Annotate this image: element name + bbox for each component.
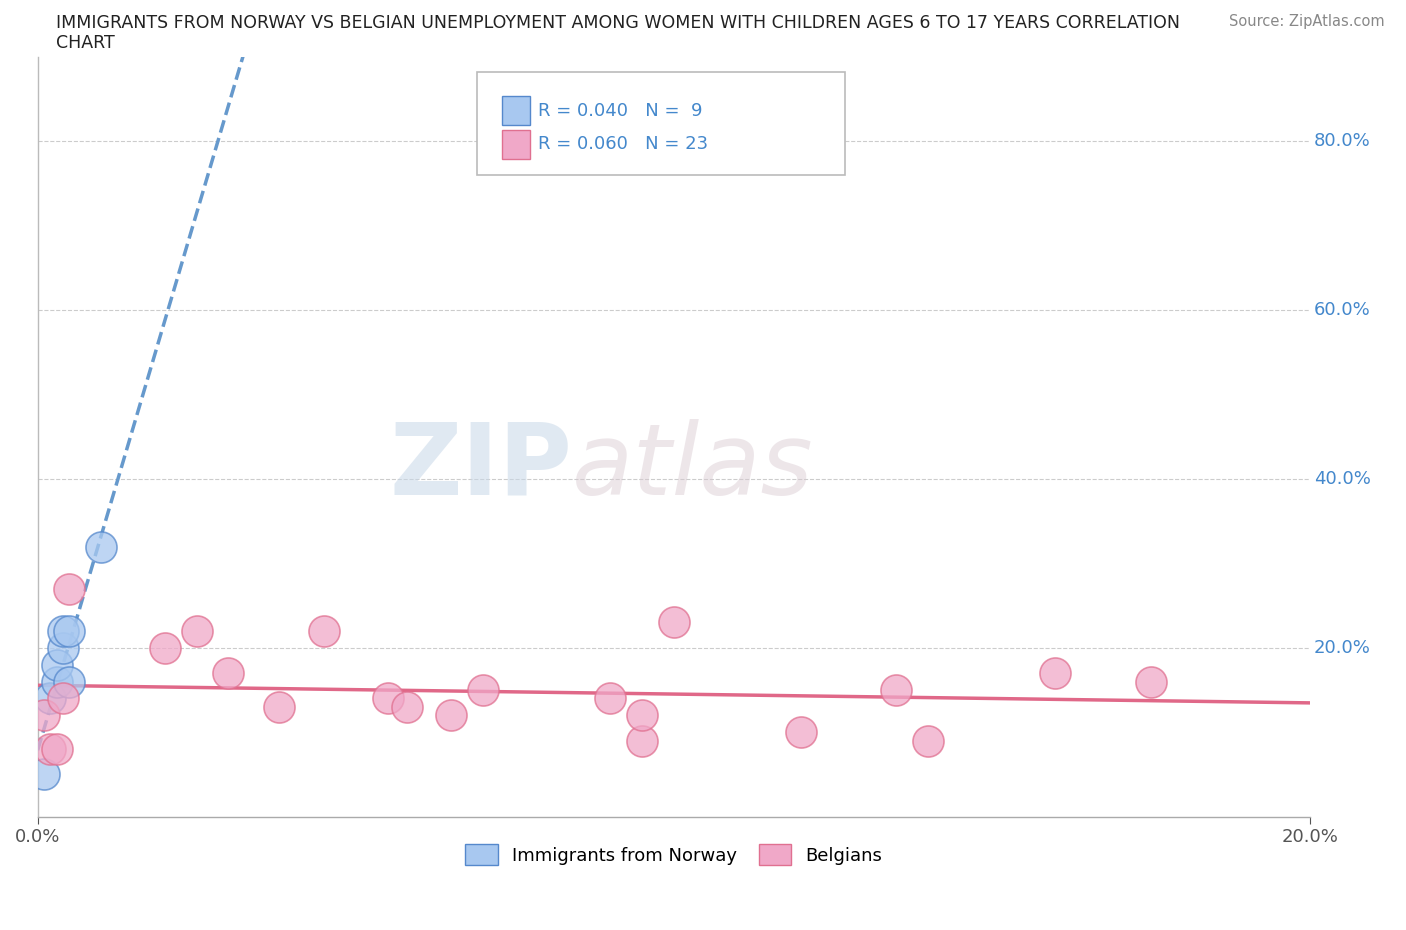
Point xyxy=(377,691,399,706)
Point xyxy=(45,658,67,672)
Text: Source: ZipAtlas.com: Source: ZipAtlas.com xyxy=(1229,14,1385,29)
FancyBboxPatch shape xyxy=(502,97,530,126)
Point xyxy=(52,691,75,706)
Text: 40.0%: 40.0% xyxy=(1313,470,1371,488)
Text: R = 0.040   N =  9: R = 0.040 N = 9 xyxy=(537,101,702,120)
Point xyxy=(631,733,654,748)
Point xyxy=(58,674,80,689)
Point xyxy=(45,674,67,689)
Point xyxy=(440,708,463,723)
Point xyxy=(662,615,685,630)
Point xyxy=(395,699,418,714)
Point xyxy=(1139,674,1161,689)
Text: IMMIGRANTS FROM NORWAY VS BELGIAN UNEMPLOYMENT AMONG WOMEN WITH CHILDREN AGES 6 : IMMIGRANTS FROM NORWAY VS BELGIAN UNEMPL… xyxy=(56,14,1180,32)
Point xyxy=(269,699,291,714)
Point xyxy=(52,623,75,638)
Point xyxy=(631,708,654,723)
Text: 80.0%: 80.0% xyxy=(1313,132,1371,151)
Point xyxy=(599,691,621,706)
Text: R = 0.060   N = 23: R = 0.060 N = 23 xyxy=(537,135,707,153)
Point xyxy=(790,724,813,739)
Point xyxy=(312,623,335,638)
Point xyxy=(153,641,176,656)
Text: 60.0%: 60.0% xyxy=(1313,301,1371,319)
Legend: Immigrants from Norway, Belgians: Immigrants from Norway, Belgians xyxy=(458,837,890,872)
Point xyxy=(32,708,55,723)
Text: ZIP: ZIP xyxy=(389,418,572,515)
Point xyxy=(58,581,80,596)
Point xyxy=(1045,666,1067,681)
Point xyxy=(39,742,62,757)
FancyBboxPatch shape xyxy=(502,130,530,159)
Point xyxy=(58,623,80,638)
Text: CHART: CHART xyxy=(56,34,115,52)
Point xyxy=(218,666,240,681)
Text: atlas: atlas xyxy=(572,418,814,515)
Point xyxy=(471,683,494,698)
Point xyxy=(917,733,939,748)
Point xyxy=(186,623,208,638)
Point xyxy=(90,539,112,554)
Point xyxy=(32,767,55,782)
Point xyxy=(886,683,908,698)
Text: 20.0%: 20.0% xyxy=(1313,639,1371,657)
FancyBboxPatch shape xyxy=(477,72,845,175)
Point xyxy=(52,641,75,656)
Point xyxy=(39,691,62,706)
Point xyxy=(45,742,67,757)
